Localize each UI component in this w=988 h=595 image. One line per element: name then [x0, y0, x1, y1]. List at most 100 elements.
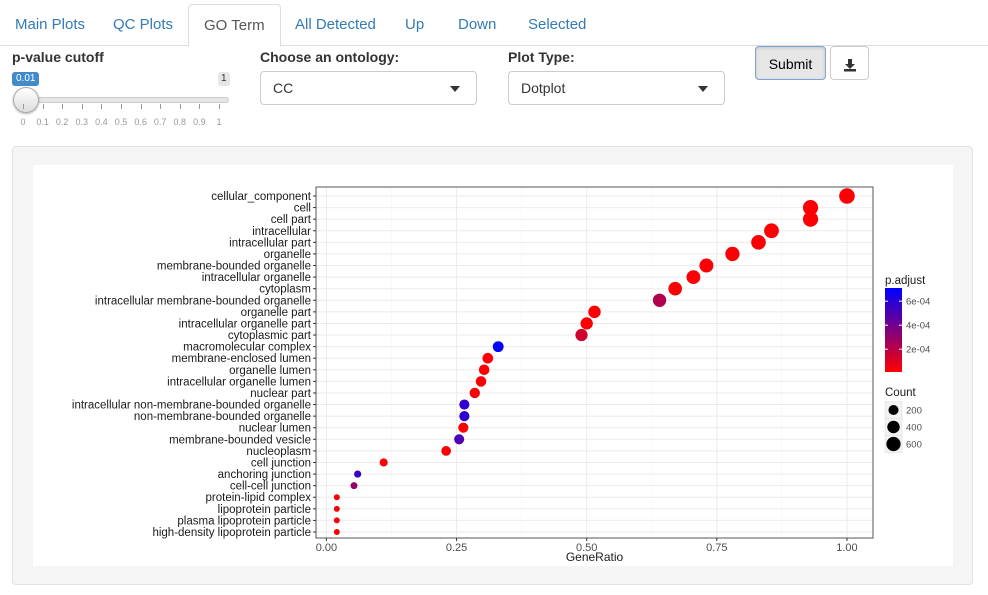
tab-go-term[interactable]: GO Term [188, 4, 281, 47]
term-label: plasma lipoprotein particle [177, 515, 311, 527]
data-point [668, 281, 682, 296]
slider-tick-mark [199, 104, 201, 109]
slider-tick-mark [121, 104, 122, 109]
term-label: cell part [271, 214, 312, 226]
data-point [725, 246, 740, 262]
ontology-select[interactable]: CC [260, 71, 477, 105]
x-tick-label: 1.00 [836, 542, 857, 554]
term-label: cell [294, 203, 311, 215]
term-label: intracellular membrane-bounded organelle [95, 295, 311, 307]
data-point [802, 199, 819, 216]
size-legend-dot [888, 404, 899, 416]
data-point [379, 458, 388, 467]
plot-type-select[interactable]: Dotplot [508, 71, 725, 105]
plot-type-label: Plot Type: [508, 49, 575, 65]
slider-tick-mark [101, 104, 103, 109]
color-legend-title: p.adjust [885, 275, 926, 287]
pvalue-slider-track[interactable] [16, 97, 229, 103]
slider-tick-label: 0.4 [95, 117, 108, 127]
term-label: nuclear part [250, 388, 312, 400]
slider-tick-label: 0 [20, 117, 26, 127]
term-label: lipoprotein particle [218, 504, 311, 516]
slider-tick-label: 0.6 [134, 117, 147, 127]
tab-main-plots[interactable]: Main Plots [15, 16, 86, 33]
term-label: nucleoplasm [246, 446, 311, 458]
data-point [492, 341, 504, 353]
dotplot: cellular_component cell cell part intracell… [33, 165, 953, 566]
caret-down-icon [698, 86, 708, 92]
x-tick-label: 0.25 [446, 542, 467, 554]
size-legend-label: 600 [906, 440, 922, 451]
slider-tick-label: 0.5 [114, 117, 128, 127]
term-label: anchoring junction [218, 469, 311, 481]
term-label: organelle lumen [229, 365, 311, 377]
data-point [333, 517, 340, 524]
ontology-value: CC [273, 80, 294, 96]
color-legend-label: 6e-04 [906, 297, 930, 308]
term-label: intracellular organelle lumen [167, 376, 311, 388]
slider-ticks: 0 0.1 0.2 0.3 0.4 0.5 0.6 0.7 0.8 0.9 1 [0, 104, 240, 134]
data-point [482, 352, 494, 364]
color-legend-label: 2e-04 [906, 345, 930, 356]
term-label: nuclear lumen [239, 423, 311, 435]
x-axis-title: GeneRatio [566, 550, 624, 564]
data-point [478, 364, 490, 376]
data-point [459, 411, 470, 422]
data-point [458, 422, 469, 433]
download-button[interactable] [830, 46, 869, 80]
term-label: high-density lipoprotein particle [152, 527, 311, 539]
slider-tick-label: 0.3 [75, 117, 89, 127]
tab-all-detected[interactable]: All Detected [295, 16, 376, 33]
term-label: cell-cell junction [230, 481, 311, 493]
slider-tick-mark [23, 104, 24, 109]
slider-tick-mark [42, 104, 44, 109]
download-icon [843, 59, 856, 72]
term-label: intracellular part [229, 237, 312, 249]
term-label: cytoplasmic part [228, 330, 312, 342]
size-legend-label: 400 [906, 423, 922, 434]
x-tick-label: 0.50 [576, 542, 597, 554]
slider-tick-label: 0.8 [173, 117, 187, 127]
term-label: intracellular non-membrane-bounded organ… [72, 400, 311, 412]
tab-bar: Main Plots QC Plots GO Term All Detected… [0, 0, 988, 47]
term-label: cell junction [251, 457, 311, 469]
size-legend-dot [886, 436, 901, 452]
data-point [459, 399, 470, 410]
data-point [469, 387, 480, 399]
color-legend-label: 4e-04 [906, 321, 930, 332]
term-label: non-membrane-bounded organelle [134, 411, 311, 423]
size-legend-title: Count [885, 387, 916, 399]
data-point [441, 446, 452, 456]
data-point [333, 505, 340, 512]
plot-border [315, 186, 874, 539]
tab-down[interactable]: Down [458, 16, 497, 33]
data-point [588, 305, 601, 319]
data-point [454, 434, 465, 445]
term-label: macromolecular complex [183, 342, 311, 354]
term-label: intracellular organelle [202, 272, 311, 284]
slider-tick-label: 0.7 [153, 117, 167, 127]
slider-tick-mark [219, 104, 220, 109]
slider-tick-label: 0.9 [193, 117, 206, 127]
term-label: organelle [264, 249, 311, 261]
pvalue-slider-handle[interactable] [12, 87, 39, 113]
data-point [354, 470, 362, 478]
tab-up[interactable]: Up [405, 16, 425, 33]
data-point [333, 528, 340, 536]
color-legend-bar [885, 288, 902, 372]
term-label: protein-lipid complex [206, 492, 312, 504]
tab-qc-plots[interactable]: QC Plots [113, 16, 174, 33]
submit-button[interactable]: Submit [755, 46, 826, 80]
term-label: membrane-enclosed lumen [172, 353, 311, 365]
term-label: cellular_component [211, 191, 312, 203]
x-tick-label: 0.75 [706, 542, 727, 554]
tab-selected[interactable]: Selected [528, 16, 587, 33]
ontology-label: Choose an ontology: [260, 49, 400, 65]
slider-tick-label: 1 [216, 117, 222, 127]
data-point [764, 223, 779, 239]
term-label: organelle part [241, 307, 312, 319]
term-label: intracellular [252, 226, 311, 238]
plot-area [316, 187, 873, 538]
caret-down-icon [450, 86, 460, 92]
